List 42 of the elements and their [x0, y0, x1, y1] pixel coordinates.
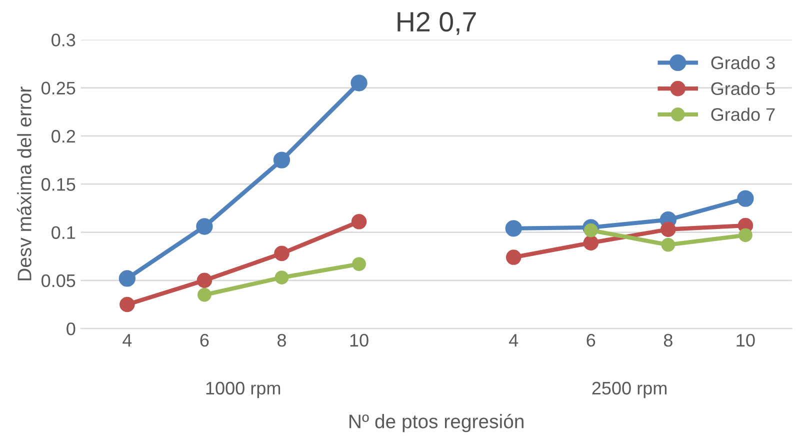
point [505, 220, 522, 237]
x-tick-label: 8 [278, 334, 286, 347]
point [120, 296, 135, 312]
x-tick-label: 10 [350, 334, 368, 347]
chart-title: H2 0,7 [398, 12, 476, 35]
point [274, 270, 289, 284]
point [274, 246, 290, 262]
point [273, 152, 290, 168]
x-tick-label: 6 [200, 334, 209, 347]
y-tick-label: 0.05 [42, 274, 76, 288]
y-tick-label: 0.25 [42, 82, 76, 95]
x-tick-label: 4 [509, 334, 518, 346]
point [737, 190, 754, 207]
legend-label: Grado 5 [711, 82, 775, 96]
text: 1000 rpm [206, 382, 280, 398]
point [196, 218, 213, 235]
legend-label: Grado 7 [711, 108, 775, 121]
legend-label: Grado 3 [711, 56, 775, 70]
y-tick-label: 0.3 [52, 34, 76, 46]
point [350, 74, 368, 92]
point [198, 288, 212, 302]
x-tick-label: 6 [586, 334, 596, 347]
text: 2500 rpm [592, 382, 666, 398]
x-tick-label: 4 [122, 334, 132, 346]
point [738, 228, 752, 242]
x-tick-label: 8 [664, 334, 672, 347]
point [351, 214, 367, 230]
point [584, 223, 598, 238]
point [661, 238, 676, 252]
y-tick-label: 0.2 [52, 130, 76, 143]
y-axis-title: Desv máxima del error [16, 86, 32, 280]
y-tick-label: 0.1 [52, 226, 76, 239]
y-tick-label: 0.15 [42, 178, 76, 191]
point [583, 235, 599, 250]
point [352, 257, 366, 271]
point [660, 222, 676, 238]
x-tick-label: 10 [736, 334, 755, 347]
y-tick-label: 0 [66, 322, 76, 336]
point [506, 250, 522, 265]
x-axis-title: Nº de ptos regresión [350, 414, 524, 432]
point [196, 272, 212, 288]
point [118, 270, 136, 287]
